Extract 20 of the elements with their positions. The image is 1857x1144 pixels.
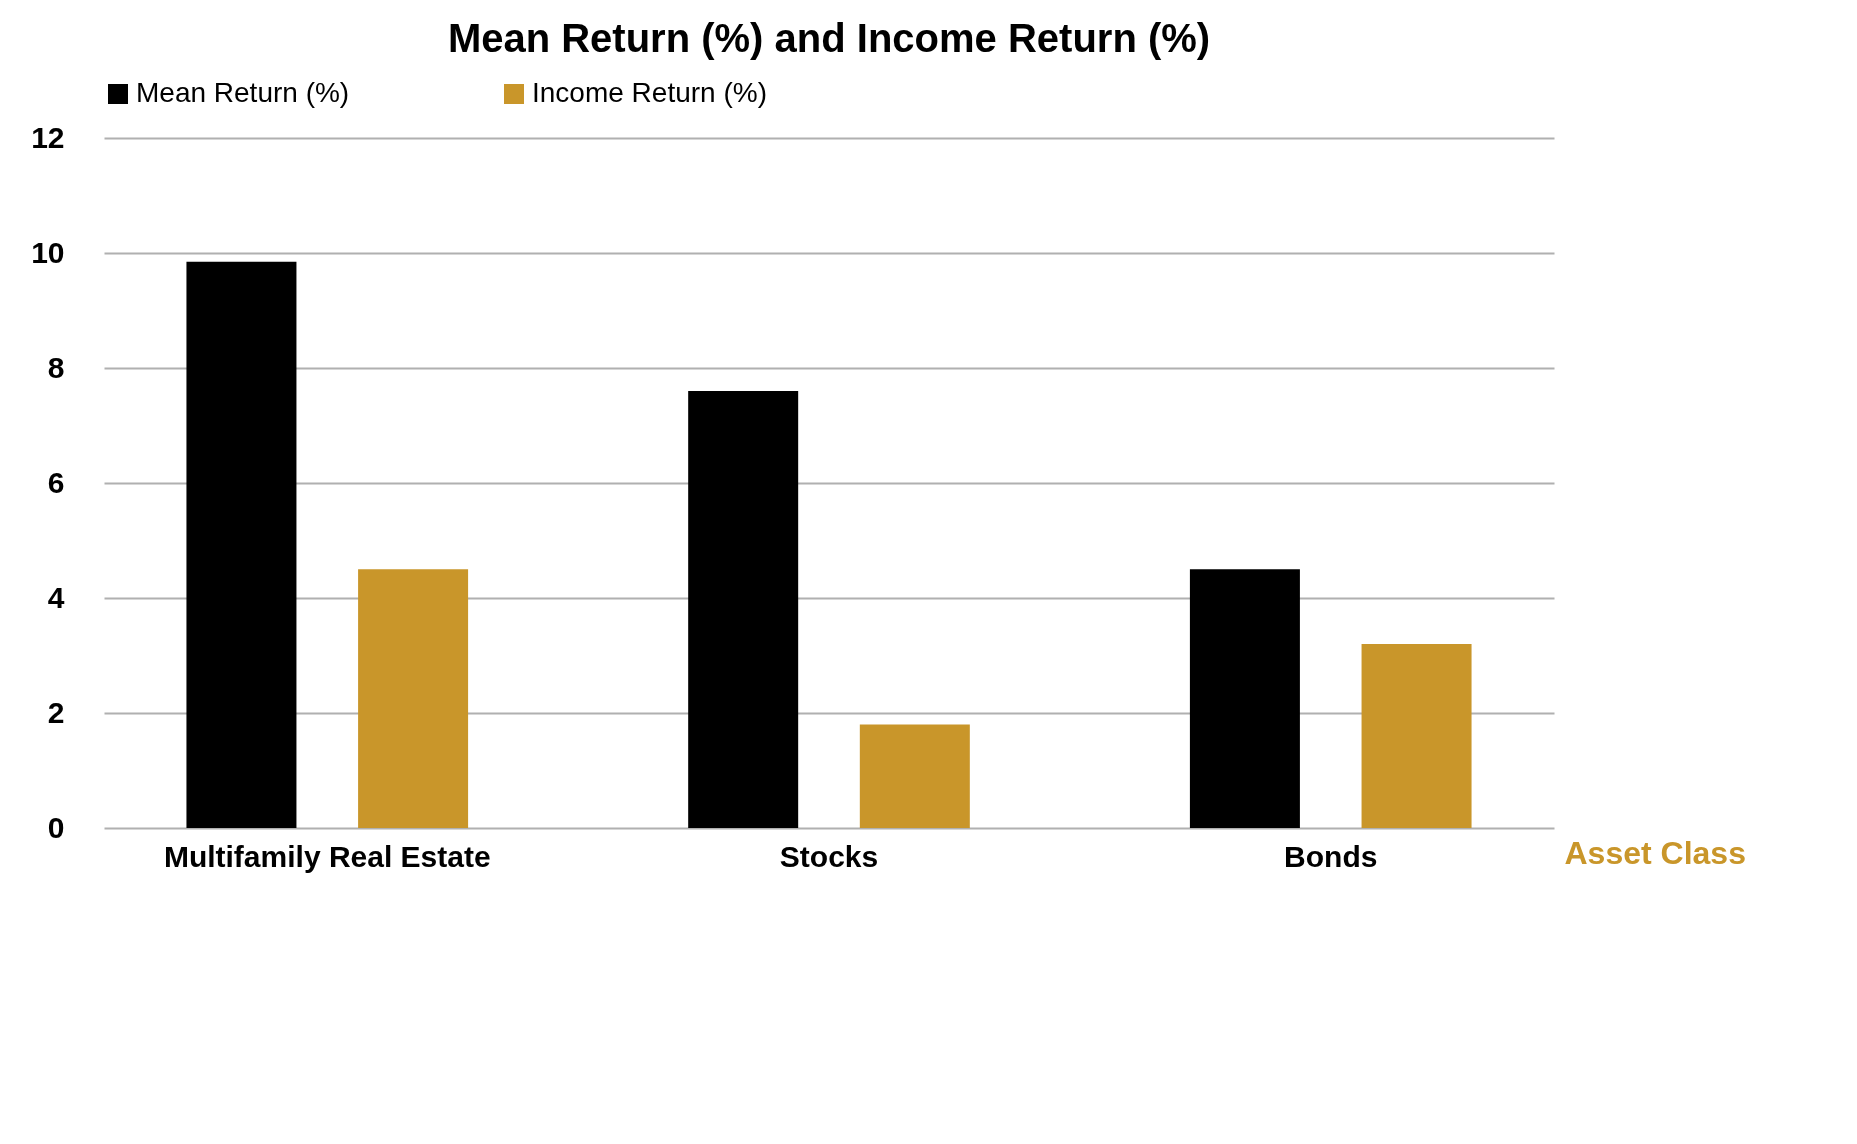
x-tick-label: Bonds	[1284, 839, 1378, 873]
bar	[1189, 569, 1300, 828]
y-tick-label: 0	[47, 810, 65, 844]
y-tick-label: 10	[31, 235, 65, 269]
legend-label: Income Return (%)	[532, 77, 767, 108]
y-tick-label: 2	[47, 695, 65, 729]
y-tick-label: 4	[47, 580, 65, 614]
y-tick-label: 8	[47, 350, 65, 384]
x-tick-label: Stocks	[779, 839, 879, 873]
y-tick-label: 12	[31, 120, 65, 154]
x-tick-label: Multifamily Real Estate	[163, 839, 491, 873]
bar	[358, 569, 469, 828]
bar	[859, 724, 970, 828]
x-axis-title: Asset Class	[1564, 834, 1746, 871]
bar	[1361, 644, 1472, 828]
chart-title: Mean Return (%) and Income Return (%)	[447, 16, 1211, 60]
bar	[688, 391, 799, 828]
bar	[186, 261, 297, 828]
legend-label: Mean Return (%)	[136, 77, 350, 108]
y-tick-label: 6	[47, 465, 65, 499]
